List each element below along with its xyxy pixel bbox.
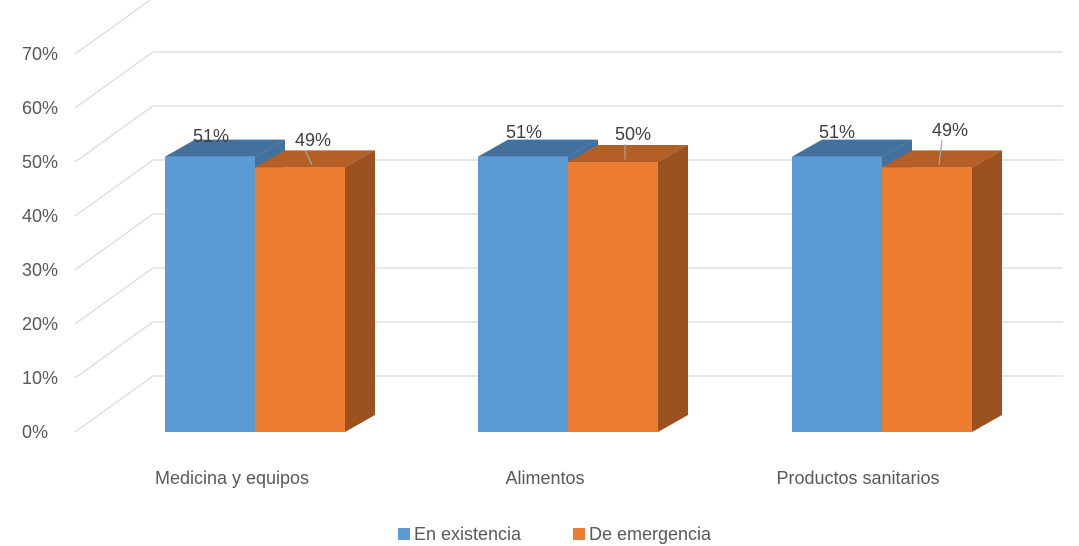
- category-label: Medicina y equipos: [155, 468, 309, 488]
- data-label: 50%: [615, 124, 651, 144]
- x-axis-categories: Medicina y equipos Alimentos Productos san…: [155, 468, 940, 488]
- bar-en-existencia-2-top: [478, 139, 598, 157]
- bar-de-emergencia-1-front: [255, 167, 345, 432]
- legend-swatch: [398, 528, 410, 540]
- bar-de-emergencia-3: [882, 150, 1002, 432]
- gridline-diagonal: [74, 321, 154, 379]
- leader-line: [304, 149, 313, 166]
- gridline-diagonal: [74, 375, 154, 433]
- legend-item-en-existencia: En existencia: [398, 524, 522, 544]
- gridline-diagonal: [74, 159, 154, 217]
- legend-item-de-emergencia: De emergencia: [573, 524, 712, 544]
- y-tick-label: 0%: [22, 422, 48, 442]
- category-label: Alimentos: [505, 468, 584, 488]
- y-tick-label: 10%: [22, 368, 58, 388]
- bar-en-existencia-3-front: [792, 156, 882, 432]
- data-label: 51%: [506, 122, 542, 142]
- y-tick-label: 60%: [22, 98, 58, 118]
- data-label: 51%: [819, 122, 855, 142]
- bar-de-emergencia-2: [568, 145, 688, 432]
- bar-de-emergencia-1: [255, 150, 375, 432]
- bar-de-emergencia-2-side: [658, 145, 688, 432]
- bar-en-existencia-1-front: [165, 156, 255, 432]
- legend-label: De emergencia: [589, 524, 712, 544]
- gridline-diagonal: [74, 213, 154, 271]
- data-label: 49%: [295, 130, 331, 150]
- y-tick-label: 30%: [22, 260, 58, 280]
- bar-de-emergencia-2-top: [568, 145, 688, 162]
- bar-de-emergencia-3-top: [882, 150, 1002, 168]
- data-label: 51%: [193, 126, 229, 146]
- data-labels: 51% 49% 51% 50% 51% 49%: [193, 120, 968, 166]
- bars: [165, 139, 1002, 432]
- legend-label: En existencia: [414, 524, 522, 544]
- bar-en-existencia-2-front: [478, 156, 568, 432]
- legend-swatch: [573, 528, 585, 540]
- y-tick-label: 40%: [22, 206, 58, 226]
- y-tick-label: 50%: [22, 152, 58, 172]
- y-tick-label: 70%: [22, 44, 58, 64]
- gridline-diagonal: [74, 51, 154, 109]
- bar-de-emergencia-3-front: [882, 167, 972, 432]
- gridline-diagonal: [74, 267, 154, 325]
- y-axis: 0% 10% 20% 30% 40% 50% 60% 70%: [22, 44, 58, 442]
- bar-de-emergencia-1-side: [345, 150, 375, 432]
- legend: En existencia De emergencia: [398, 524, 712, 544]
- gridline-diagonal: [74, 105, 154, 163]
- bar-de-emergencia-2-front: [568, 162, 658, 432]
- y-tick-label: 20%: [22, 314, 58, 334]
- category-label: Productos sanitarios: [776, 468, 939, 488]
- bar-de-emergencia-3-side: [972, 150, 1002, 432]
- bar-en-existencia-1-top: [165, 139, 285, 157]
- leader-line: [938, 139, 943, 165]
- bar-en-existencia-3-top: [792, 139, 912, 157]
- data-label: 49%: [932, 120, 968, 140]
- gridline-diagonal: [74, 0, 152, 55]
- bar-de-emergencia-1-top: [255, 150, 375, 168]
